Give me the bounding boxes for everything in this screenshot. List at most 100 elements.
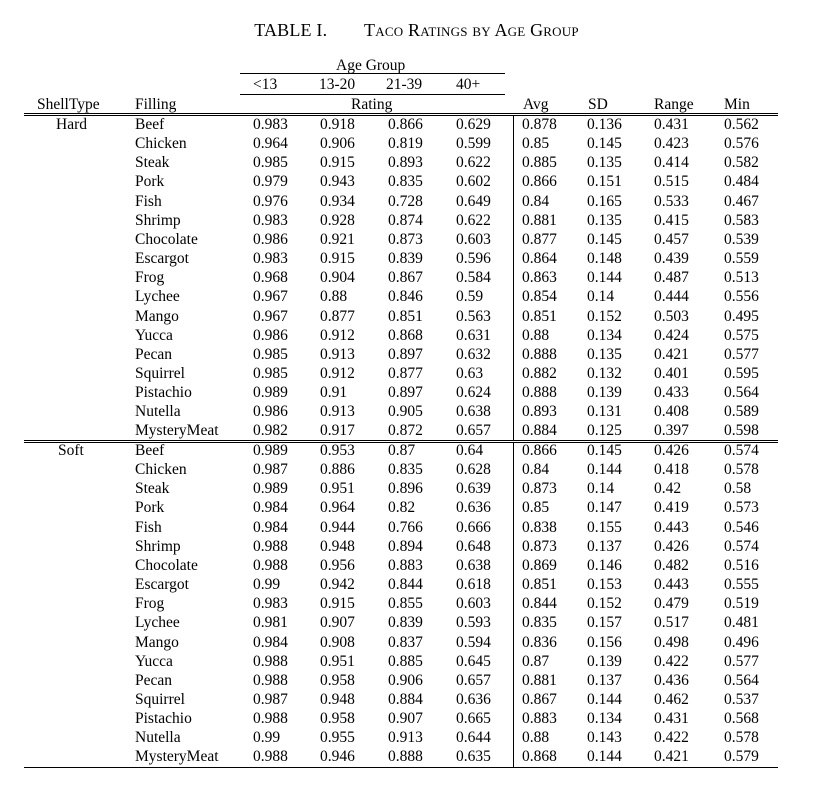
value-cell: 0.599 (456, 135, 491, 153)
value-cell: 0.942 (320, 576, 355, 594)
value-cell: 0.907 (320, 614, 355, 632)
value-cell: 0.408 (654, 403, 689, 421)
value-cell: 0.979 (253, 173, 288, 191)
value-cell: 0.906 (320, 135, 355, 153)
value-cell: 0.503 (654, 307, 689, 325)
value-cell: 0.595 (724, 364, 759, 382)
value-cell: 0.836 (522, 633, 557, 651)
group-separator-top-rule (24, 440, 778, 441)
value-cell: 0.958 (320, 710, 355, 728)
value-cell: 0.631 (456, 326, 491, 344)
value-cell: 0.519 (724, 595, 759, 613)
value-cell: 0.533 (654, 192, 689, 210)
value-cell: 0.99 (253, 576, 281, 594)
value-cell: 0.666 (456, 518, 491, 536)
value-cell: 0.883 (522, 710, 557, 728)
value-cell: 0.905 (388, 403, 423, 421)
value-cell: 0.64 (456, 442, 484, 459)
value-cell: 0.574 (724, 442, 759, 459)
value-cell: 0.145 (587, 442, 622, 459)
value-cell: 0.91 (320, 384, 348, 402)
filling-cell: Chocolate (135, 556, 198, 574)
value-cell: 0.948 (320, 690, 355, 708)
value-cell: 0.906 (388, 671, 423, 689)
value-cell: 0.877 (388, 364, 423, 382)
value-cell: 0.984 (253, 499, 288, 517)
value-cell: 0.877 (522, 230, 557, 248)
age-col-13-20: 13-20 (319, 76, 356, 93)
value-cell: 0.869 (522, 556, 557, 574)
value-cell: 0.958 (320, 671, 355, 689)
shell-label-hard: Hard (56, 116, 87, 133)
value-cell: 0.564 (724, 671, 759, 689)
value-cell: 0.618 (456, 576, 491, 594)
value-cell: 0.559 (724, 250, 759, 268)
group-separator-bottom-rule (24, 442, 778, 443)
value-cell: 0.986 (253, 230, 288, 248)
value-cell: 0.851 (522, 576, 557, 594)
value-cell: 0.638 (456, 403, 491, 421)
value-cell: 0.577 (724, 652, 759, 670)
value-cell: 0.419 (654, 499, 689, 517)
value-cell: 0.151 (587, 173, 622, 191)
value-cell: 0.912 (320, 364, 355, 382)
filling-cell: Fish (135, 192, 162, 210)
value-cell: 0.629 (456, 116, 491, 133)
filling-cell: Chocolate (135, 230, 198, 248)
value-cell: 0.866 (522, 173, 557, 191)
value-cell: 0.819 (388, 135, 423, 153)
value-cell: 0.657 (456, 422, 491, 440)
value-cell: 0.883 (388, 556, 423, 574)
value-cell: 0.968 (253, 269, 288, 287)
value-cell: 0.838 (522, 518, 557, 536)
value-cell: 0.967 (253, 307, 288, 325)
hard-divider (513, 116, 514, 440)
value-cell: 0.457 (654, 230, 689, 248)
filling-cell: Lychee (135, 614, 180, 632)
value-cell: 0.844 (522, 595, 557, 613)
value-cell: 0.955 (320, 729, 355, 747)
value-cell: 0.835 (388, 461, 423, 479)
filling-cell: Escargot (135, 576, 189, 594)
value-cell: 0.989 (253, 384, 288, 402)
value-cell: 0.584 (456, 269, 491, 287)
value-cell: 0.443 (654, 576, 689, 594)
value-cell: 0.989 (253, 442, 288, 459)
value-cell: 0.893 (522, 403, 557, 421)
value-cell: 0.915 (320, 250, 355, 268)
value-cell: 0.948 (320, 537, 355, 555)
value-cell: 0.564 (724, 384, 759, 402)
value-cell: 0.988 (253, 671, 288, 689)
value-cell: 0.144 (587, 690, 622, 708)
value-cell: 0.649 (456, 192, 491, 210)
value-cell: 0.921 (320, 230, 355, 248)
value-cell: 0.144 (587, 461, 622, 479)
filling-cell: Yucca (135, 326, 173, 344)
value-cell: 0.598 (724, 422, 759, 440)
value-cell: 0.874 (388, 211, 423, 229)
value-cell: 0.989 (253, 480, 288, 498)
value-cell: 0.639 (456, 480, 491, 498)
value-cell: 0.888 (522, 384, 557, 402)
value-cell: 0.893 (388, 154, 423, 172)
value-cell: 0.431 (654, 710, 689, 728)
value-cell: 0.886 (320, 461, 355, 479)
value-cell: 0.645 (456, 652, 491, 670)
value-cell: 0.433 (654, 384, 689, 402)
filling-cell: Steak (135, 154, 170, 172)
table-bottom-rule (24, 767, 778, 768)
value-cell: 0.983 (253, 211, 288, 229)
table-caption: TABLE I. Taco Ratings by Age Group (0, 20, 833, 41)
filling-cell: Pistachio (135, 710, 192, 728)
value-cell: 0.984 (253, 518, 288, 536)
value-cell: 0.868 (522, 748, 557, 766)
filling-cell: Escargot (135, 250, 189, 268)
value-cell: 0.498 (654, 633, 689, 651)
value-cell: 0.85 (522, 135, 550, 153)
value-cell: 0.885 (388, 652, 423, 670)
value-cell: 0.873 (522, 537, 557, 555)
value-cell: 0.84 (522, 461, 550, 479)
value-cell: 0.953 (320, 442, 355, 459)
filling-cell: Frog (135, 269, 165, 287)
value-cell: 0.603 (456, 595, 491, 613)
